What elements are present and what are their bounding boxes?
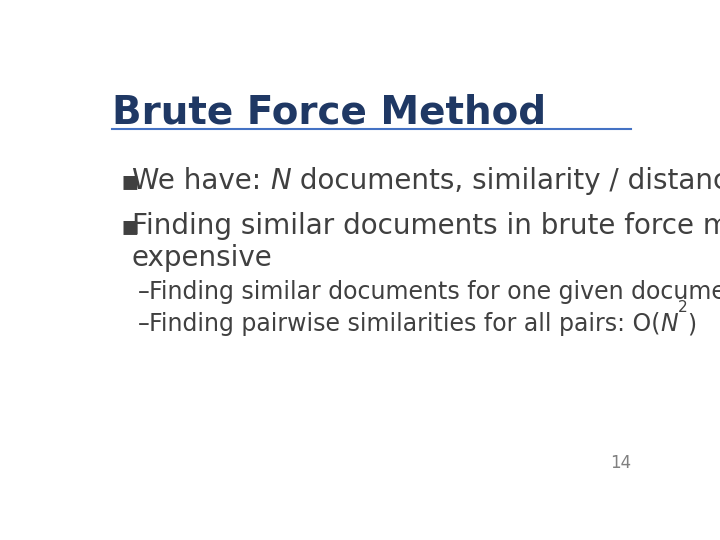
Text: Brute Force Method: Brute Force Method xyxy=(112,94,546,132)
Text: expensive: expensive xyxy=(132,244,273,272)
Text: –: – xyxy=(138,280,149,304)
Text: N: N xyxy=(270,167,291,195)
Text: N: N xyxy=(660,312,678,336)
Text: ): ) xyxy=(688,312,696,336)
Text: 14: 14 xyxy=(610,454,631,472)
Text: Finding similar documents for one given document: O(: Finding similar documents for one given … xyxy=(148,280,720,304)
Text: 2: 2 xyxy=(678,300,688,315)
Text: ▪: ▪ xyxy=(121,212,140,240)
Text: Finding pairwise similarities for all pairs: O(: Finding pairwise similarities for all pa… xyxy=(148,312,660,336)
Text: We have:: We have: xyxy=(132,167,270,195)
Text: ▪: ▪ xyxy=(121,167,140,195)
Text: –: – xyxy=(138,312,149,336)
Text: Finding similar documents in brute force method is: Finding similar documents in brute force… xyxy=(132,212,720,240)
Text: documents, similarity / distance metric: documents, similarity / distance metric xyxy=(291,167,720,195)
